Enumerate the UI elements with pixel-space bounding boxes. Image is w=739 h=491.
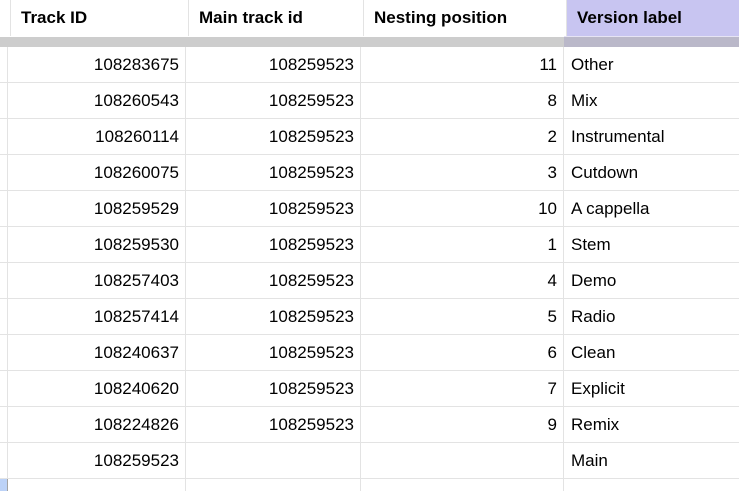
cell-empty[interactable] <box>564 479 739 491</box>
table-row: 108260075 108259523 3 Cutdown <box>0 155 739 191</box>
cell-nesting-position[interactable]: 1 <box>361 227 564 262</box>
table-row: 108259529 108259523 10 A cappella <box>0 191 739 227</box>
cell-main-track-id[interactable]: 108259523 <box>186 371 361 406</box>
cell-nesting-position[interactable]: 7 <box>361 371 564 406</box>
cell-track-id[interactable]: 108240637 <box>8 335 186 370</box>
cell-nesting-position[interactable]: 9 <box>361 407 564 442</box>
table-row: 108259530 108259523 1 Stem <box>0 227 739 263</box>
table-row: 108240620 108259523 7 Explicit <box>0 371 739 407</box>
cell-empty[interactable] <box>186 479 361 491</box>
row-header-column <box>0 335 8 370</box>
table-row: 108259523 Main <box>0 443 739 479</box>
table-row: 108240637 108259523 6 Clean <box>0 335 739 371</box>
frozen-row-divider <box>0 36 739 47</box>
cell-nesting-position[interactable] <box>361 443 564 478</box>
row-header-column <box>0 191 8 226</box>
cell-track-id[interactable]: 108260075 <box>8 155 186 190</box>
cell-nesting-position[interactable]: 3 <box>361 155 564 190</box>
cell-version-label[interactable]: Radio <box>571 306 616 326</box>
row-header-column <box>0 119 8 154</box>
row-header-column <box>0 299 8 334</box>
cell-main-track-id[interactable]: 108259523 <box>186 155 361 190</box>
cell-track-id[interactable]: 108259529 <box>8 191 186 226</box>
cell-main-track-id[interactable]: 108259523 <box>186 299 361 334</box>
cell-track-id[interactable]: 108259530 <box>8 227 186 262</box>
row-header-column <box>0 227 8 262</box>
table-row: 108283675 108259523 11 Other <box>0 47 739 83</box>
cell-track-id[interactable]: 108259523 <box>8 443 186 478</box>
row-header-column <box>0 407 8 442</box>
cell-version-label[interactable]: Instrumental <box>571 126 665 146</box>
row-header-column <box>0 0 11 36</box>
cell-track-id[interactable]: 108224826 <box>8 407 186 442</box>
cell-nesting-position[interactable]: 8 <box>361 83 564 118</box>
cell-version-label[interactable]: Clean <box>571 342 616 362</box>
cell-main-track-id[interactable]: 108259523 <box>186 83 361 118</box>
header-row: Track ID Main track id Nesting position … <box>0 0 739 36</box>
table-row: 108257414 108259523 5 Radio <box>0 299 739 335</box>
cell-nesting-position[interactable]: 6 <box>361 335 564 370</box>
partial-row <box>0 479 739 491</box>
active-row-marker[interactable] <box>0 479 8 491</box>
cell-track-id[interactable]: 108240620 <box>8 371 186 406</box>
cell-version-label[interactable]: Mix <box>571 90 598 110</box>
cell-version-label[interactable]: Remix <box>571 414 620 434</box>
table-row: 108257403 108259523 4 Demo <box>0 263 739 299</box>
column-header-nesting-position[interactable]: Nesting position <box>364 0 567 36</box>
cell-nesting-position[interactable]: 11 <box>361 47 564 82</box>
cell-version-label[interactable]: Main <box>571 450 608 470</box>
cell-main-track-id[interactable]: 108259523 <box>186 335 361 370</box>
cell-empty[interactable] <box>361 479 564 491</box>
table-row: 108260543 108259523 8 Mix <box>0 83 739 119</box>
cell-nesting-position[interactable]: 2 <box>361 119 564 154</box>
cell-empty[interactable] <box>8 479 186 491</box>
row-header-column <box>0 47 8 82</box>
cell-track-id[interactable]: 108283675 <box>8 47 186 82</box>
cell-version-label[interactable]: Stem <box>571 234 611 254</box>
cell-main-track-id[interactable]: 108259523 <box>186 47 361 82</box>
cell-nesting-position[interactable]: 5 <box>361 299 564 334</box>
cell-track-id[interactable]: 108260543 <box>8 83 186 118</box>
row-header-column <box>0 155 8 190</box>
cell-main-track-id[interactable]: 108259523 <box>186 263 361 298</box>
cell-version-label[interactable]: Other <box>571 54 614 74</box>
column-header-version-label[interactable]: Version label <box>567 0 739 36</box>
cell-track-id[interactable]: 108260114 <box>8 119 186 154</box>
sheet-body: 108283675 108259523 11 Other 108260543 108259… <box>0 47 739 479</box>
cell-main-track-id[interactable]: 108259523 <box>186 407 361 442</box>
cell-track-id[interactable]: 108257414 <box>8 299 186 334</box>
cell-track-id[interactable]: 108257403 <box>8 263 186 298</box>
cell-version-label[interactable]: A cappella <box>571 198 650 218</box>
cell-main-track-id[interactable]: 108259523 <box>186 227 361 262</box>
row-header-column <box>0 443 8 478</box>
cell-version-label[interactable]: Cutdown <box>571 162 639 182</box>
row-header-column <box>0 83 8 118</box>
cell-main-track-id[interactable]: 108259523 <box>186 191 361 226</box>
cell-version-label[interactable]: Demo <box>571 270 617 290</box>
cell-nesting-position[interactable]: 4 <box>361 263 564 298</box>
cell-version-label[interactable]: Explicit <box>571 378 625 398</box>
cell-main-track-id[interactable]: 108259523 <box>186 119 361 154</box>
table-row: 108224826 108259523 9 Remix <box>0 407 739 443</box>
row-header-column <box>0 263 8 298</box>
table-row: 108260114 108259523 2 Instrumental <box>0 119 739 155</box>
column-header-track-id[interactable]: Track ID <box>11 0 189 36</box>
frozen-row-divider-left <box>0 36 564 47</box>
frozen-row-divider-right <box>564 36 739 47</box>
cell-nesting-position[interactable]: 10 <box>361 191 564 226</box>
column-header-main-track-id[interactable]: Main track id <box>189 0 364 36</box>
cell-main-track-id[interactable] <box>186 443 361 478</box>
row-header-column <box>0 371 8 406</box>
